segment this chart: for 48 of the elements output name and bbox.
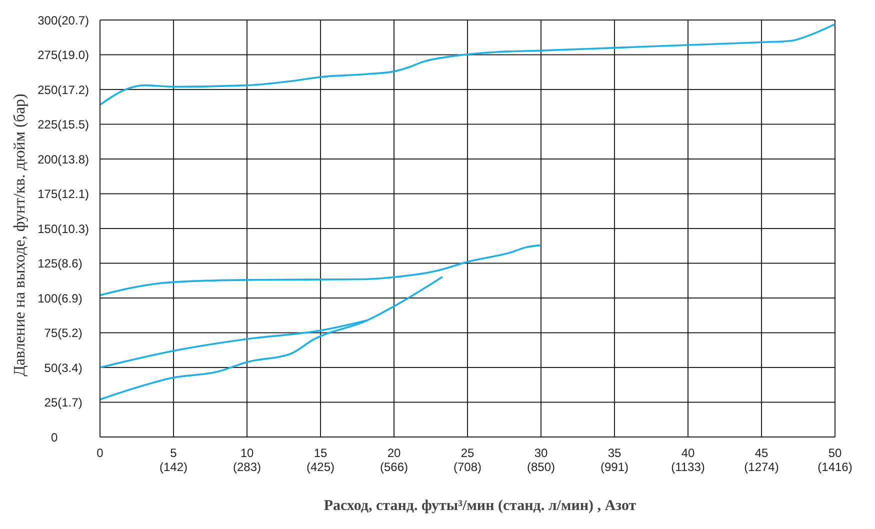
y2-tick-label: (8.6) bbox=[58, 256, 82, 271]
x-tick-label: 45 bbox=[754, 446, 768, 460]
y-tick-label: 25 bbox=[44, 396, 58, 410]
y-tick-label: 50 bbox=[44, 360, 58, 375]
y-tick-label: 100 bbox=[38, 291, 58, 306]
y2-tick-label: (5.2) bbox=[58, 326, 82, 340]
y2-tick-label: (13.8) bbox=[58, 152, 90, 166]
x-tick-label: 10 bbox=[240, 446, 254, 460]
y2-tick-label: (15.5) bbox=[58, 118, 90, 132]
x-axis-title: Расход, станд. футы³/мин (станд. л/мин) , Азот bbox=[322, 498, 638, 515]
x-tick-label: 15 bbox=[314, 446, 328, 460]
x2-tick-label: (708) bbox=[453, 460, 482, 474]
x2-tick-label: (1274) bbox=[744, 460, 779, 474]
y-tick-label: 75 bbox=[44, 326, 58, 340]
y-tick-label: 300 bbox=[38, 13, 58, 28]
x2-tick-label: (425) bbox=[306, 460, 335, 474]
y-tick-label: 275 bbox=[38, 48, 58, 62]
x2-tick-label: (991) bbox=[600, 460, 629, 474]
y-tick-label: 250 bbox=[38, 82, 58, 97]
y2-tick-label: (19.0) bbox=[58, 48, 90, 62]
y2-tick-label: (1.7) bbox=[58, 396, 82, 410]
x2-tick-label: (850) bbox=[526, 460, 556, 474]
x-tick-label: 35 bbox=[608, 446, 622, 460]
x-tick-label: 40 bbox=[681, 446, 695, 460]
y-tick-label: 225 bbox=[38, 118, 58, 132]
y2-tick-label: (6.9) bbox=[58, 291, 82, 306]
x2-tick-label: (142) bbox=[159, 460, 188, 474]
y-tick-label: 125 bbox=[38, 256, 58, 271]
x-tick-label: 50 bbox=[828, 446, 842, 460]
x-tick-label: 30 bbox=[534, 446, 548, 460]
y2-tick-label: (12.1) bbox=[58, 187, 90, 202]
x2-tick-label: (1133) bbox=[671, 460, 705, 474]
x2-tick-label: (566) bbox=[380, 460, 408, 474]
y-axis-title: Давление на выходе, фунт/кв. дюйм (бар) bbox=[11, 94, 29, 376]
x-tick-label: 5 bbox=[170, 446, 178, 460]
y-tick-label: 0 bbox=[50, 430, 58, 444]
y2-tick-label: (10.3) bbox=[58, 222, 90, 236]
y2-tick-label: (17.2) bbox=[58, 82, 90, 97]
y-tick-label: 150 bbox=[38, 222, 58, 236]
x-tick-label: 0 bbox=[96, 446, 104, 460]
x2-tick-label: (283) bbox=[232, 460, 262, 474]
x2-tick-label: (1416) bbox=[818, 460, 852, 474]
x-tick-label: 25 bbox=[460, 446, 474, 460]
y2-tick-label: (3.4) bbox=[58, 360, 82, 375]
x-tick-label: 20 bbox=[387, 446, 401, 460]
y-tick-label: 175 bbox=[38, 187, 58, 202]
y-tick-label: 200 bbox=[38, 152, 58, 166]
y2-tick-label: (20.7) bbox=[58, 13, 90, 28]
